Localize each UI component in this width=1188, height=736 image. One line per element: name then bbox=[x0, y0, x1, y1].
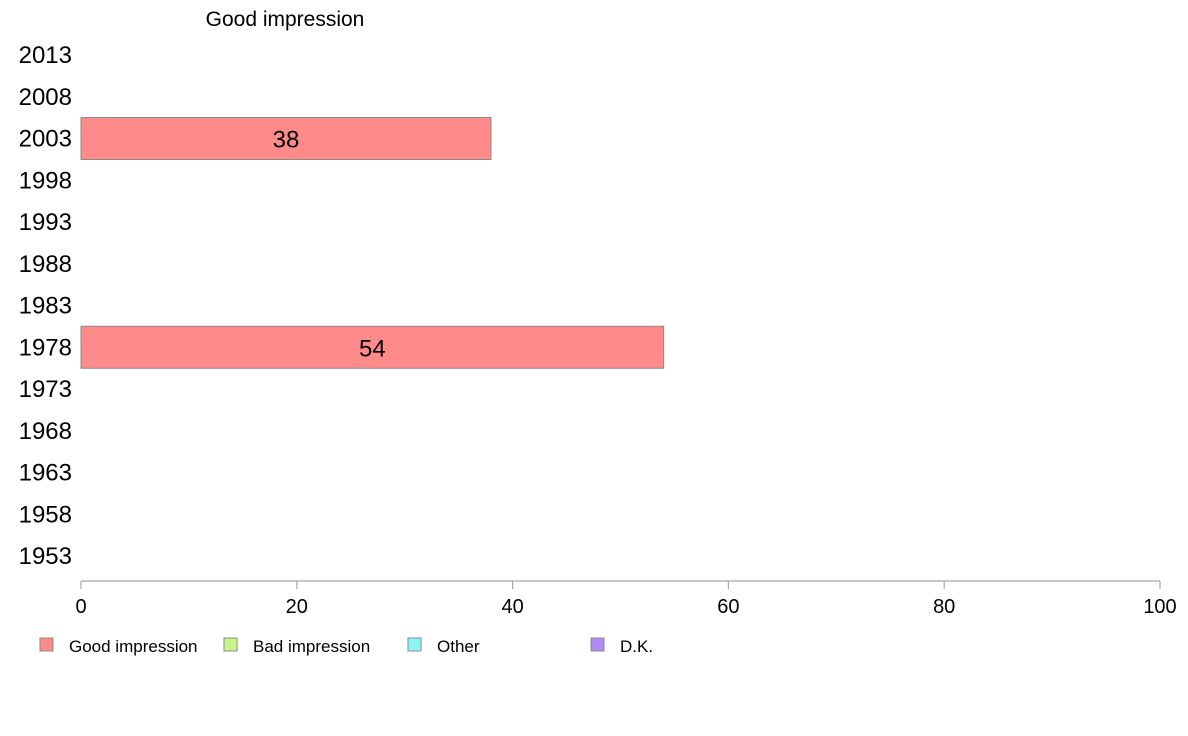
legend-label: Other bbox=[437, 637, 480, 656]
legend-label: D.K. bbox=[620, 637, 653, 656]
bars: 38 54 bbox=[80, 117, 665, 369]
legend-label: Bad impression bbox=[253, 637, 370, 656]
legend-swatch bbox=[39, 637, 54, 652]
y-tick-label: 1978 bbox=[19, 334, 72, 361]
y-tick-label: 1993 bbox=[19, 209, 72, 236]
bar bbox=[80, 117, 492, 160]
y-tick-label: 1983 bbox=[19, 293, 72, 320]
x-tick-label: 100 bbox=[1143, 596, 1176, 618]
chart-title: Good impression bbox=[206, 8, 365, 31]
y-tick-label: 2003 bbox=[19, 126, 72, 153]
bar-value-label: 54 bbox=[359, 335, 386, 362]
legend-swatch bbox=[407, 637, 422, 652]
y-axis-labels: 2013 2008 2003 1998 1993 1988 1983 1978 1973 1968… bbox=[19, 42, 72, 570]
y-tick-label: 2008 bbox=[19, 84, 72, 111]
legend-swatch bbox=[590, 637, 605, 652]
x-tick-label: 0 bbox=[75, 596, 86, 618]
y-tick-label: 1963 bbox=[19, 460, 72, 487]
y-tick-label: 2013 bbox=[19, 42, 72, 69]
legend: Good impression Bad impression Other D.K. bbox=[39, 637, 653, 656]
y-tick-label: 1958 bbox=[19, 501, 72, 528]
x-axis: 0 20 40 60 80 100 bbox=[75, 580, 1177, 618]
y-tick-label: 1953 bbox=[19, 543, 72, 570]
legend-label: Good impression bbox=[69, 637, 198, 656]
y-tick-label: 1988 bbox=[19, 251, 72, 278]
x-tick-label: 20 bbox=[286, 596, 308, 618]
legend-swatch bbox=[223, 637, 238, 652]
x-tick-label: 40 bbox=[501, 596, 523, 618]
y-tick-label: 1973 bbox=[19, 376, 72, 403]
x-tick-label: 80 bbox=[933, 596, 955, 618]
y-tick-label: 1998 bbox=[19, 167, 72, 194]
bar bbox=[80, 325, 665, 369]
x-tick-label: 60 bbox=[717, 596, 739, 618]
bar-value-label: 38 bbox=[273, 127, 300, 154]
y-tick-label: 1968 bbox=[19, 418, 72, 445]
